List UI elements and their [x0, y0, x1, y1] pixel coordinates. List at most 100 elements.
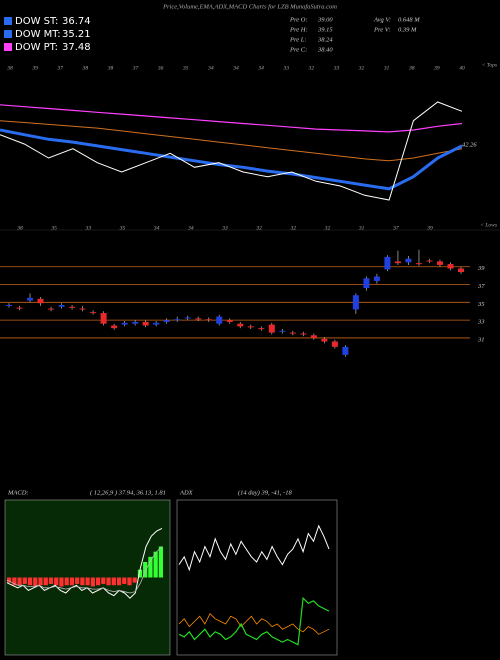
candle-body: [121, 322, 128, 325]
x-tick-label: 38: [107, 65, 114, 71]
candle-body: [79, 308, 86, 310]
x-tick-label: 39: [31, 65, 38, 71]
candle-body: [405, 258, 412, 263]
info-value: 39.15: [317, 26, 333, 33]
x-tick-label: 39: [426, 225, 433, 231]
histogram-bar: [90, 577, 95, 587]
histogram-bar: [12, 577, 17, 586]
histogram-bar: [158, 546, 163, 578]
histogram-bar: [143, 562, 148, 578]
info-value: 39.00: [317, 16, 333, 23]
x-tick-label: 33: [221, 225, 228, 231]
series-line: [0, 120, 463, 162]
candle-body: [6, 305, 12, 307]
panel-title: MACD:: [7, 489, 29, 496]
candle-body: [300, 333, 307, 335]
x-tick-label: 33: [282, 65, 289, 71]
series-line: [0, 104, 463, 133]
histogram-bar: [106, 577, 111, 586]
info-label: Pre C:: [289, 46, 307, 53]
x-tick-label: 37: [56, 65, 63, 71]
panel-params: (14 day) 39, -41, -18: [238, 489, 293, 496]
histogram-bar: [148, 556, 153, 578]
histogram-bar: [48, 577, 54, 584]
legend-label: DOW ST:: [15, 16, 58, 27]
x-tick-label: 38: [6, 65, 13, 71]
histogram-bar: [116, 577, 122, 586]
y-tick-label: 31: [477, 336, 485, 343]
candle-body: [415, 263, 422, 265]
info-label: Pre H:: [289, 26, 308, 33]
x-tick-label: 32: [255, 225, 262, 231]
panel-params: ( 12,26,9 ) 37.94, 36.13, 1.81: [90, 489, 166, 496]
info-label: Pre V:: [373, 26, 390, 33]
x-tick-label: 38: [82, 65, 89, 71]
candle-body: [289, 332, 296, 334]
histogram-bar: [69, 577, 75, 586]
histogram-bar: [7, 577, 12, 583]
candle-body: [216, 316, 223, 324]
candle-body: [237, 323, 244, 327]
candle-body: [268, 324, 275, 333]
candle-body: [258, 328, 265, 330]
candle-body: [247, 326, 254, 328]
x-tick-label: 31: [358, 225, 365, 231]
histogram-bar: [85, 577, 90, 586]
candle-body: [226, 320, 233, 322]
histogram-bar: [153, 551, 158, 578]
x-tick-label: 38: [16, 225, 23, 231]
y-tick-label: 33: [477, 319, 485, 326]
candle-body: [394, 261, 401, 264]
candle-body: [426, 260, 433, 262]
info-label: Pre O:: [289, 16, 308, 23]
histogram-bar: [54, 577, 59, 586]
x-tick-label: 32: [290, 225, 297, 231]
y-tick-label: 39: [477, 265, 485, 272]
x-tick-label: 40: [459, 64, 465, 71]
panel-title: ADX: [179, 489, 194, 496]
histogram-bar: [127, 577, 132, 586]
candle-body: [163, 320, 170, 322]
candle-body: [321, 338, 328, 342]
candle-body: [384, 256, 391, 270]
info-label: Avg V:: [373, 16, 391, 23]
candle-body: [69, 306, 76, 308]
series-line: [6, 527, 163, 599]
histogram-bar: [80, 577, 85, 586]
histogram-bar: [22, 577, 27, 584]
x-tick-label: 39: [433, 65, 440, 71]
histogram-bar: [132, 577, 137, 583]
x-tick-label: 34: [207, 64, 214, 71]
candle-body: [90, 312, 97, 314]
chart-title: Price,Volume,EMA,ADX,MACD Charts for LZB…: [162, 3, 337, 10]
candle-body: [142, 321, 149, 326]
histogram-bar: [17, 577, 22, 586]
candle-body: [184, 317, 191, 319]
info-value: 38.40: [317, 46, 333, 53]
y-tick-label: 35: [477, 301, 485, 308]
x-tick-label: 32: [308, 65, 315, 71]
x-tick-label: 33: [333, 65, 340, 71]
legend-swatch: [4, 43, 12, 51]
annotation: 42.26: [462, 141, 477, 148]
histogram-bar: [59, 577, 64, 587]
info-label: Pre L:: [289, 36, 307, 43]
candle-body: [27, 297, 34, 301]
candle-body: [58, 305, 65, 307]
x-tick-label: 35: [119, 225, 126, 231]
x-tick-label: 37: [392, 225, 399, 231]
histogram-bar: [64, 577, 69, 586]
series-line: [0, 101, 463, 201]
legend-value: 37.48: [62, 42, 91, 53]
legend-label: DOW MT:: [15, 29, 61, 40]
candle-body: [174, 319, 181, 321]
x-tick-label: 36: [157, 65, 164, 71]
candle-body: [458, 268, 464, 273]
legend-value: 35.21: [62, 29, 91, 40]
corner-label: < Tops: [482, 62, 497, 68]
x-tick-label: 35: [50, 225, 57, 231]
candle-body: [48, 308, 55, 310]
histogram-bar: [33, 577, 38, 587]
x-tick-label: 34: [153, 224, 160, 231]
